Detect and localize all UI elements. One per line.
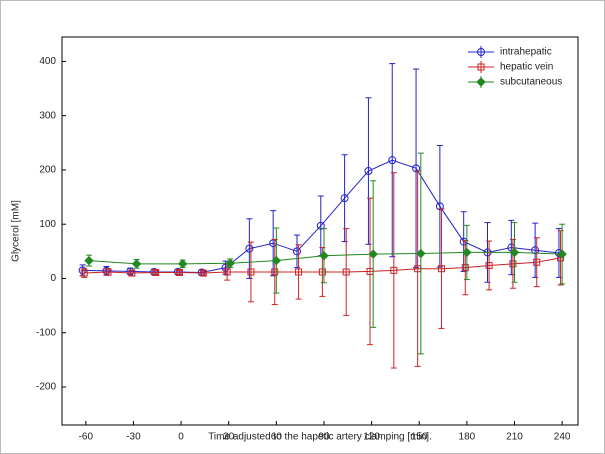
- marker: [435, 202, 444, 211]
- marker: [223, 268, 231, 276]
- y-tick-label: 100: [39, 219, 56, 230]
- marker: [531, 246, 540, 255]
- marker: [245, 244, 254, 253]
- x-tick-label: 0: [178, 432, 184, 443]
- marker: [84, 255, 94, 266]
- marker: [319, 250, 329, 261]
- legend-label: intrahepatic: [500, 47, 552, 58]
- marker: [388, 156, 397, 165]
- plot-area: [61, 36, 579, 426]
- marker: [342, 268, 350, 276]
- marker: [152, 269, 160, 277]
- marker: [292, 247, 301, 256]
- y-tick-label: 200: [39, 165, 56, 176]
- legend-label: hepatic vein: [500, 62, 553, 73]
- marker: [104, 268, 112, 276]
- marker: [271, 268, 279, 276]
- legend-label: subcutaneous: [500, 77, 562, 88]
- x-tick-label: 90: [318, 432, 330, 443]
- marker: [364, 167, 373, 176]
- marker: [128, 269, 136, 277]
- x-tick-label: -30: [126, 432, 141, 443]
- marker: [316, 221, 325, 230]
- y-tick-label: 400: [39, 56, 56, 67]
- marker: [102, 266, 111, 275]
- marker: [199, 269, 207, 277]
- marker: [462, 247, 472, 258]
- x-tick-label: 210: [506, 432, 523, 443]
- marker: [247, 268, 255, 276]
- x-tick-label: 30: [223, 432, 235, 443]
- marker: [340, 194, 349, 203]
- legend-marker: [477, 63, 485, 71]
- marker: [126, 267, 135, 276]
- marker: [533, 258, 541, 266]
- marker: [295, 268, 303, 276]
- marker: [175, 269, 183, 277]
- marker: [412, 164, 421, 173]
- y-tick-label: -200: [36, 382, 56, 393]
- marker: [177, 259, 188, 269]
- x-axis-label: Time adjusted to the hapetic artery clam…: [208, 432, 432, 443]
- legend-marker: [476, 77, 486, 87]
- marker: [485, 261, 493, 269]
- marker: [271, 255, 282, 266]
- y-tick-label: 300: [39, 110, 56, 121]
- marker: [437, 265, 445, 273]
- marker: [509, 247, 520, 258]
- x-tick-label: -60: [79, 432, 94, 443]
- marker: [80, 269, 88, 277]
- y-tick-label: -100: [36, 327, 56, 338]
- x-tick-label: 240: [554, 432, 571, 443]
- legend-marker: [477, 48, 485, 56]
- y-tick-label: 0: [50, 273, 56, 284]
- x-tick-label: 60: [271, 432, 283, 443]
- marker: [318, 268, 326, 276]
- marker: [368, 249, 378, 259]
- marker: [416, 248, 426, 259]
- marker: [225, 258, 236, 268]
- marker: [390, 266, 398, 274]
- marker: [131, 259, 142, 269]
- x-tick-label: 150: [411, 432, 428, 443]
- y-axis-label: Glycerol [mM]: [11, 200, 22, 262]
- marker: [509, 260, 517, 268]
- x-tick-label: 180: [459, 432, 476, 443]
- marker: [557, 249, 567, 259]
- x-tick-label: 120: [363, 432, 380, 443]
- marker: [461, 264, 469, 272]
